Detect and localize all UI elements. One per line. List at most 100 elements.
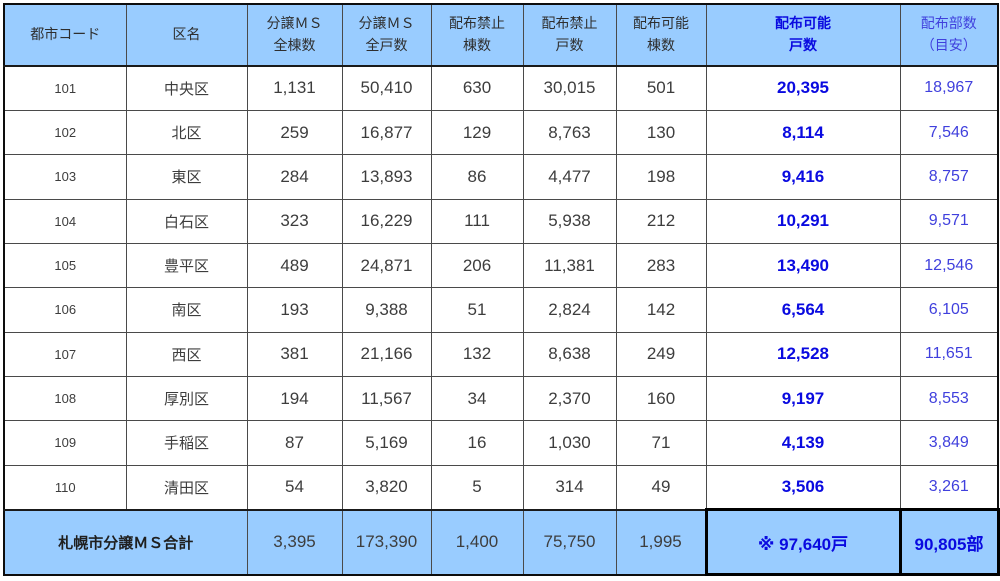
cell-available-units: 4,139 [705,420,901,466]
cell-city-code: 103 [3,154,127,200]
cell-available-buildings: 212 [615,198,707,244]
column-header-line: 配布禁止 [541,15,598,32]
cell-available-units: 9,197 [705,375,901,422]
cell-distribution-copies: 6,105 [899,287,999,333]
cell-prohibited-buildings: 132 [430,331,524,377]
total-row-label: 札幌市分譲ＭＳ合計 [3,508,248,575]
cell-available-buildings: 198 [615,154,707,200]
cell-ward-name: 手稲区 [125,420,248,466]
cell-prohibited-units: 8,638 [522,331,617,377]
column-header-line: （目安） [920,37,977,53]
cell-ward-name: 白石区 [125,198,248,244]
cell-prohibited-buildings: 111 [430,198,524,244]
table-row: 102 北区 259 16,877 129 8,763 130 8,114 7,546 [3,109,999,156]
cell-city-code: 107 [3,331,127,377]
column-header-line: 配布可能 [633,15,689,32]
cell-distribution-copies: 11,651 [899,331,999,377]
cell-ward-name: 北区 [125,109,248,156]
cell-ward-name: 厚別区 [125,375,248,422]
cell-prohibited-buildings: 51 [430,287,524,333]
column-header-ms-total-buildings: 分譲ＭＳ 全棟数 [246,3,343,67]
cell-distribution-copies: 7,546 [899,109,999,156]
column-header-prohibited-buildings: 配布禁止 棟数 [430,3,524,67]
table-row: 103 東区 284 13,893 86 4,477 198 9,416 8,757 [3,154,999,200]
cell-ms-total-buildings: 489 [246,242,343,289]
cell-ms-total-units: 5,169 [341,420,432,466]
column-header-line: 全戸数 [365,37,408,53]
cell-city-code: 101 [3,65,127,111]
total-cell-prohibited-units: 75,750 [522,508,617,575]
total-cell-ms-total-units: 173,390 [341,508,432,575]
table-footer: 札幌市分譲ＭＳ合計 3,395 173,390 1,400 75,750 1,995 ※ 9… [3,508,1000,576]
cell-ms-total-buildings: 284 [246,154,343,200]
cell-city-code: 104 [3,198,127,244]
total-cell-ms-total-buildings: 3,395 [246,508,343,575]
column-header-ward-name: 区名 [125,3,248,67]
column-header-available-units: 配布可能 戸数 [705,3,901,67]
cell-available-units: 3,506 [705,464,901,511]
cell-ms-total-buildings: 87 [246,420,343,466]
cell-city-code: 102 [3,109,127,156]
cell-prohibited-units: 30,015 [522,65,617,111]
cell-available-buildings: 49 [615,464,707,511]
table-row: 109 手稲区 87 5,169 16 1,030 71 4,139 3,849 [3,420,999,466]
cell-distribution-copies: 3,849 [899,420,999,466]
cell-city-code: 108 [3,375,127,422]
cell-city-code: 109 [3,420,127,466]
table-row: 106 南区 193 9,388 51 2,824 142 6,564 6,105 [3,287,999,333]
cell-city-code: 105 [3,242,127,289]
cell-available-units: 10,291 [705,198,901,244]
cell-ward-name: 中央区 [125,65,248,111]
cell-ms-total-buildings: 381 [246,331,343,377]
cell-prohibited-units: 2,370 [522,375,617,422]
column-header-line: 分譲ＭＳ [358,15,415,32]
cell-prohibited-buildings: 5 [430,464,524,511]
column-header-available-buildings: 配布可能 棟数 [615,3,707,67]
cell-prohibited-units: 1,030 [522,420,617,466]
column-header-line: 配布部数 [920,15,977,32]
column-header-line: 分譲ＭＳ [266,15,323,32]
total-row: 札幌市分譲ＭＳ合計 3,395 173,390 1,400 75,750 1,995 ※ 9… [3,508,1000,576]
cell-ward-name: 清田区 [125,464,248,511]
cell-available-units: 9,416 [705,154,901,200]
column-header-line: 都市コード [30,26,101,43]
total-cell-prohibited-buildings: 1,400 [430,508,524,575]
cell-ward-name: 東区 [125,154,248,200]
cell-prohibited-buildings: 34 [430,375,524,422]
column-header-line: 区名 [172,26,201,43]
cell-distribution-copies: 12,546 [899,242,999,289]
cell-available-buildings: 160 [615,375,707,422]
cell-ms-total-units: 13,893 [341,154,432,200]
column-header-line: 棟数 [463,37,491,53]
total-cell-distribution-copies: 90,805部 [898,508,1000,576]
column-header-line: 戸数 [789,37,817,53]
cell-prohibited-units: 8,763 [522,109,617,156]
cell-prohibited-units: 4,477 [522,154,617,200]
column-header-line: 戸数 [555,37,584,53]
cell-ms-total-buildings: 54 [246,464,343,511]
cell-prohibited-buildings: 206 [430,242,524,289]
cell-prohibited-buildings: 86 [430,154,524,200]
cell-available-buildings: 130 [615,109,707,156]
cell-ms-total-units: 24,871 [341,242,432,289]
table-row: 107 西区 381 21,166 132 8,638 249 12,528 11,651 [3,331,999,377]
cell-available-units: 20,395 [705,65,901,111]
cell-ward-name: 豊平区 [125,242,248,289]
total-cell-available-buildings: 1,995 [615,508,707,575]
cell-city-code: 106 [3,287,127,333]
column-header-line: 全棟数 [273,37,316,53]
cell-distribution-copies: 8,757 [899,154,999,200]
cell-available-units: 6,564 [705,287,901,333]
column-header-line: 棟数 [647,37,675,53]
sapporo-ms-distribution-table: 都市コード 区名 分譲ＭＳ 全棟数 分譲ＭＳ 全戸数 配布禁止 棟数 配布禁止 戸数 配布可能 棟数配… [3,3,1000,576]
cell-ward-name: 西区 [125,331,248,377]
cell-ms-total-buildings: 323 [246,198,343,244]
total-cell-available-units: ※ 97,640戸 [704,508,902,576]
cell-prohibited-buildings: 630 [430,65,524,111]
cell-ms-total-buildings: 259 [246,109,343,156]
cell-city-code: 110 [3,464,127,511]
cell-ms-total-units: 11,567 [341,375,432,422]
cell-ms-total-units: 9,388 [341,287,432,333]
table-body: 101 中央区 1,131 50,410 630 30,015 501 20,395 18,96… [3,65,999,511]
table-header: 都市コード 区名 分譲ＭＳ 全棟数 分譲ＭＳ 全戸数 配布禁止 棟数 配布禁止 戸数 配布可能 棟数配… [3,3,999,67]
